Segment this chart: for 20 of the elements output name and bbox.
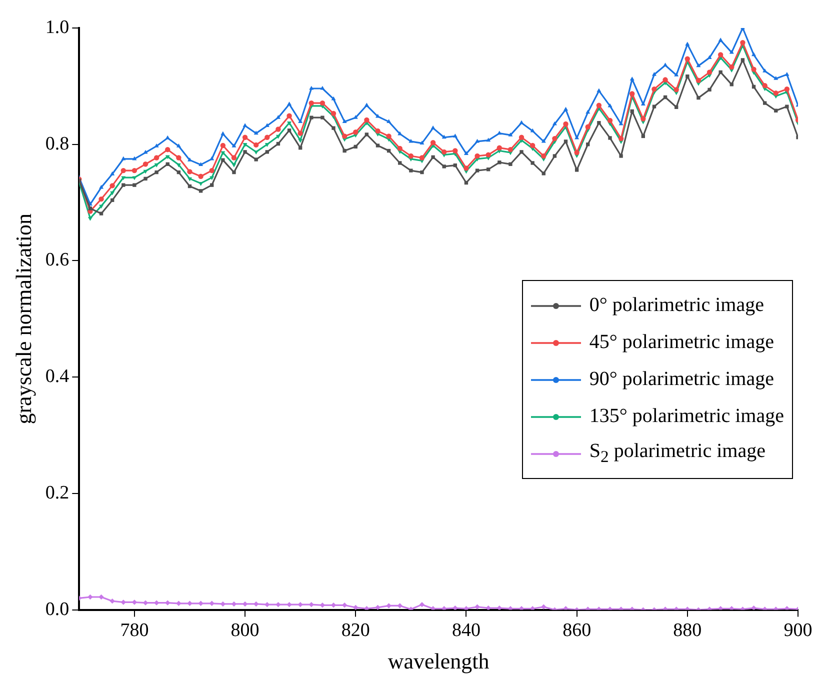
y-axis-title: grayscale normalization [10, 214, 36, 424]
y-tick-label: 1.0 [45, 16, 70, 38]
x-axis-title: wavelength [388, 648, 490, 674]
x-tick-label: 900 [784, 620, 812, 642]
x-tick-label: 800 [230, 620, 260, 642]
x-tick-label: 880 [673, 620, 702, 642]
y-tick-label: 0.6 [45, 250, 70, 271]
legend-label: S$_{2}$ polarimetric image [589, 440, 766, 467]
legend-label: 0° polarimetric image [589, 294, 764, 317]
y-tick-label: 0.2 [45, 482, 70, 504]
y-tick-label: 0.0 [45, 598, 70, 620]
legend-label: 45° polarimetric image [589, 331, 774, 354]
y-tick-label: 0.4 [45, 366, 70, 388]
x-tick-label: 780 [120, 620, 149, 642]
x-tick-label: 840 [452, 620, 480, 642]
legend-label: 90° polarimetric image [589, 368, 774, 391]
x-tick-label: 820 [341, 620, 370, 642]
legend-label: 135° polarimetric image [589, 405, 784, 428]
y-tick-label: 0.8 [45, 133, 70, 154]
x-tick-label: 860 [562, 620, 592, 642]
